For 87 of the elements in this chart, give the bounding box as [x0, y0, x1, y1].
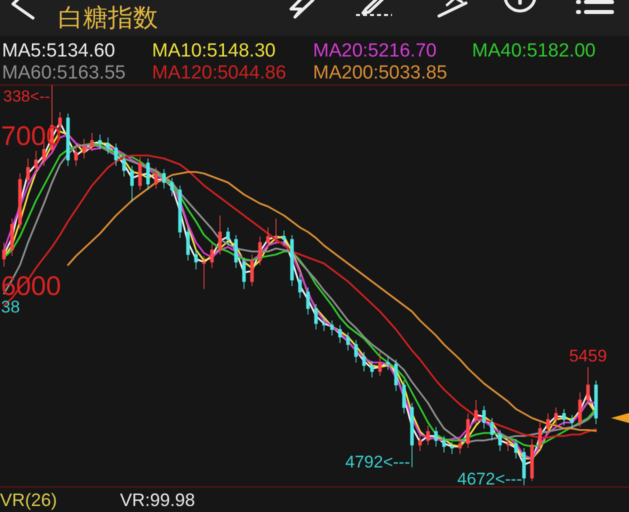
candlestick	[146, 158, 150, 190]
text: MA200:5033.85	[313, 62, 448, 84]
annotation: 4792<---	[345, 452, 410, 472]
candlestick	[450, 442, 454, 454]
candlestick	[466, 413, 470, 448]
candlestick	[322, 317, 326, 332]
candlestick	[122, 155, 126, 177]
candlestick	[258, 236, 262, 266]
candlestick	[170, 178, 174, 196]
candlestick	[314, 304, 318, 330]
candlestick	[210, 244, 214, 268]
text: VR(26)	[0, 490, 58, 510]
candlestick	[426, 425, 430, 446]
candlestick	[394, 359, 398, 392]
candlestick	[402, 380, 406, 414]
candlestick	[26, 158, 30, 184]
candlestick	[506, 437, 510, 452]
candlestick	[114, 143, 118, 166]
annotation: 338<--	[3, 88, 50, 106]
candlestick	[442, 436, 446, 453]
text: MA60:5163.55	[2, 62, 126, 84]
candlestick	[74, 144, 78, 166]
text: MA10:5148.30	[152, 40, 276, 62]
candlestick	[242, 257, 246, 290]
candlestick	[562, 408, 566, 426]
candlestick	[66, 113, 70, 166]
text: MA20:5216.70	[313, 40, 437, 62]
candlestick	[474, 400, 478, 424]
candlestick	[522, 448, 526, 486]
candlestick	[306, 287, 310, 315]
candlestick	[362, 352, 366, 372]
candlestick	[370, 360, 374, 378]
candlestick	[138, 156, 142, 190]
annotation: 4672<---	[457, 470, 522, 488]
candlestick	[538, 422, 542, 450]
text: VR:99.98	[120, 490, 196, 510]
candlestick	[546, 413, 550, 435]
candlestick	[154, 167, 158, 189]
candlestick	[458, 437, 462, 454]
candlestick	[162, 168, 166, 189]
text: MA120:5044.86	[152, 62, 286, 84]
candlestick	[2, 242, 6, 267]
candlestick	[130, 166, 134, 202]
candlestick	[282, 230, 286, 246]
candlestick	[338, 324, 342, 344]
candlestick	[570, 414, 574, 429]
legend-label: MA5:5134.60	[2, 40, 116, 62]
candlestick	[106, 137, 110, 154]
candlestick	[194, 248, 198, 270]
candlestick	[594, 380, 598, 424]
candlestick	[330, 320, 334, 336]
candlestick	[530, 438, 534, 482]
candlestick	[178, 185, 182, 238]
candlestick	[490, 418, 494, 441]
candlestick	[18, 173, 22, 230]
chart-title: 白糖指数	[58, 4, 158, 32]
candlestick	[346, 332, 350, 351]
candlestick	[234, 234, 238, 268]
candlestick	[186, 227, 190, 261]
candlestick	[202, 256, 206, 290]
candlestick	[298, 274, 302, 298]
candlestick	[410, 402, 414, 468]
candlestick	[578, 392, 582, 428]
candlestick	[482, 406, 486, 429]
candlestick	[514, 438, 518, 459]
candlestick	[354, 340, 358, 363]
candlestick	[82, 138, 86, 159]
text: MA40:5182.00	[472, 40, 596, 62]
candlestick	[290, 234, 294, 286]
candlestick	[386, 356, 390, 370]
candlestick	[498, 430, 502, 452]
candlestick	[434, 426, 438, 447]
candlestick	[90, 132, 94, 152]
annotation: 5459	[569, 346, 607, 366]
candlestick	[250, 254, 254, 286]
candlestick	[418, 434, 422, 452]
annotation: 38	[1, 298, 20, 316]
candlestick	[98, 134, 102, 150]
candlestick	[266, 227, 270, 249]
candlestick	[10, 218, 14, 256]
candlestick	[226, 227, 230, 246]
candlestick	[586, 366, 590, 405]
candlestick	[274, 218, 278, 244]
candlestick	[554, 407, 558, 426]
candlestick	[218, 215, 222, 255]
candlestick	[34, 150, 38, 174]
candlestick	[378, 352, 382, 376]
